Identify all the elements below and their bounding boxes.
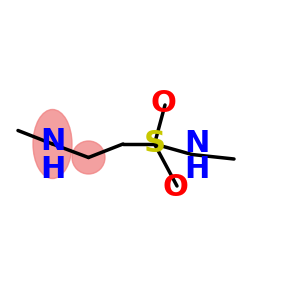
Text: N: N [184, 130, 209, 158]
Text: H: H [40, 155, 65, 184]
Ellipse shape [33, 110, 72, 178]
Text: S: S [143, 130, 166, 158]
Ellipse shape [72, 141, 105, 174]
Text: H: H [184, 155, 209, 184]
Text: O: O [163, 173, 188, 202]
Text: N: N [40, 127, 65, 155]
Text: O: O [151, 89, 176, 118]
